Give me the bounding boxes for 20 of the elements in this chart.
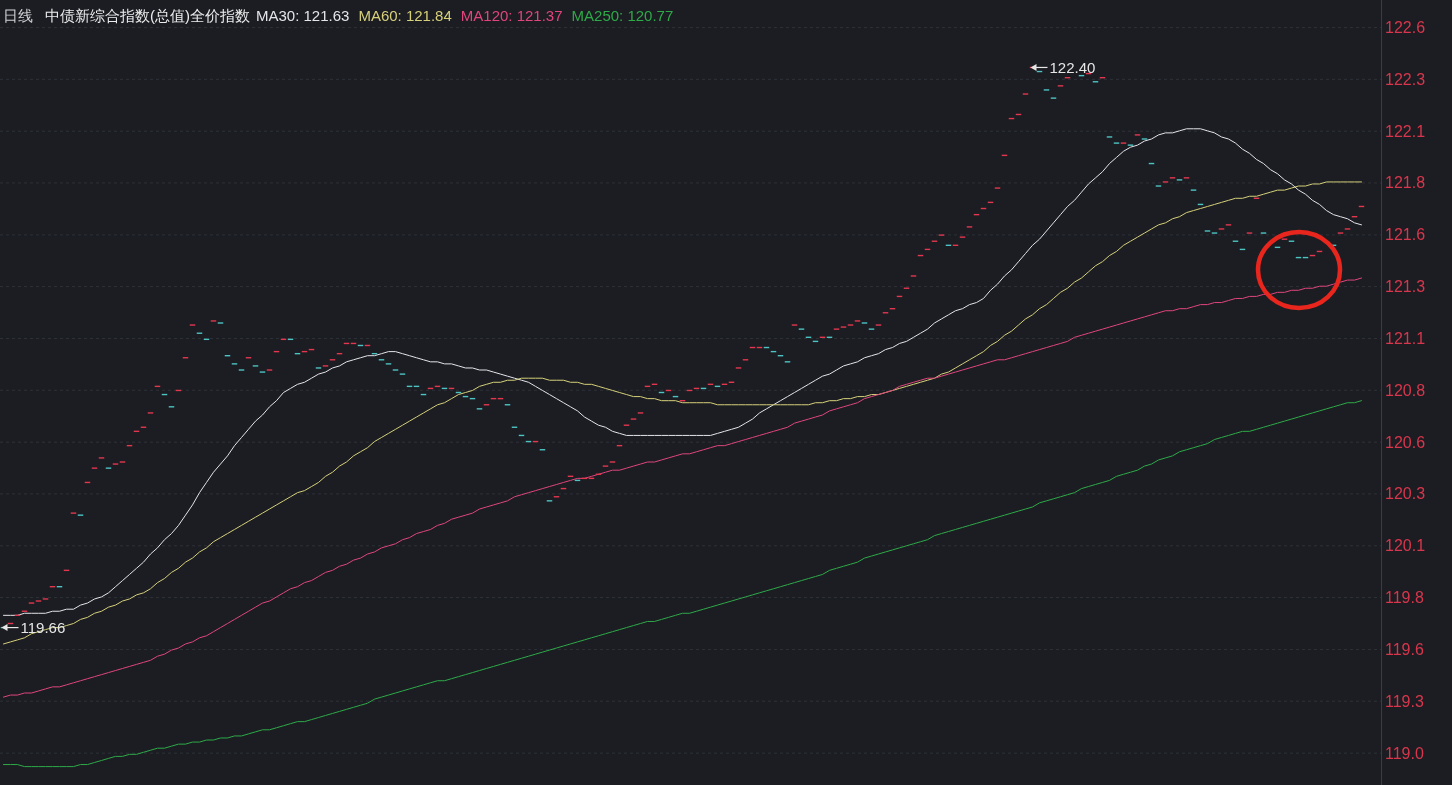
y-tick-label: 119.0 xyxy=(1385,744,1424,762)
y-tick-label: 120.3 xyxy=(1385,485,1426,503)
y-tick-label: 120.8 xyxy=(1385,381,1426,399)
y-tick-label: 121.1 xyxy=(1385,330,1426,348)
y-tick-label: 122.6 xyxy=(1385,19,1426,37)
y-tick-label: 120.6 xyxy=(1385,433,1426,451)
chart-subtitle: 日线 xyxy=(3,6,33,24)
chart-title: 中债新综合指数(总值)全价指数 xyxy=(45,6,250,24)
y-tick-label: 122.3 xyxy=(1385,70,1426,88)
y-tick-label: 120.1 xyxy=(1385,537,1426,555)
annotation: 119.66 xyxy=(20,619,66,637)
y-tick-label: 122.1 xyxy=(1385,122,1426,140)
y-tick-label: 121.8 xyxy=(1385,174,1426,192)
annotation: 122.40 xyxy=(1049,58,1096,76)
y-tick-label: 121.6 xyxy=(1385,226,1426,244)
y-tick-label: 119.6 xyxy=(1385,640,1424,658)
legend: MA30: 121.63 MA60: 121.84 MA120: 121.37 MA250: 120.77 xyxy=(256,6,674,24)
y-tick-label: 119.3 xyxy=(1385,692,1424,710)
y-tick-label: 119.8 xyxy=(1385,589,1424,607)
y-tick-label: 121.3 xyxy=(1385,278,1426,296)
